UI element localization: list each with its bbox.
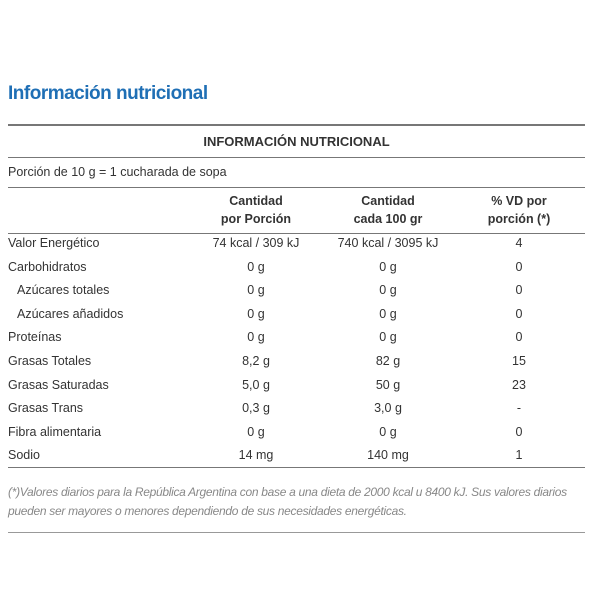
cell: 5,0 g [242, 377, 270, 392]
cell: 740 kcal / 3095 kJ [337, 236, 439, 250]
column-header: % VD por [491, 194, 547, 208]
cell: 0 g [247, 283, 265, 298]
rule [8, 532, 585, 533]
cell: 0 [515, 259, 523, 274]
row-label: Proteínas [8, 330, 62, 345]
cell: 1 [515, 448, 523, 463]
cell: 0,3 g [242, 401, 270, 416]
rule [8, 157, 585, 158]
cell: 0 [515, 424, 523, 439]
cell: 3,0 g [374, 401, 402, 416]
cell: 0 g [379, 306, 397, 321]
cell: 0 g [247, 424, 265, 439]
rule [8, 187, 585, 188]
cell: 0 g [247, 259, 265, 274]
cell: - [516, 401, 522, 416]
footnote: (*)Valores diarios para la República Arg… [8, 485, 567, 518]
row-label: Sodio [8, 448, 40, 463]
portion: Porción de 10 g = 1 cucharada de sopa [8, 165, 227, 179]
cell: 4 [515, 236, 523, 250]
rule [8, 124, 585, 126]
rule [8, 233, 585, 234]
cell: 0 g [247, 306, 265, 321]
cell: 0 g [379, 424, 397, 439]
row-label: Azúcares totales [17, 283, 110, 298]
cell: 0 g [379, 330, 397, 345]
row-label: Valor Energético [8, 236, 100, 250]
row-label: Grasas Saturadas [8, 377, 109, 392]
cell: 0 g [247, 330, 265, 345]
column-header: cada 100 gr [353, 212, 423, 226]
cell: 0 [515, 283, 523, 298]
cell: 82 g [375, 354, 401, 368]
cell: 8,2 g [242, 354, 270, 368]
row-label: Carbohidratos [8, 259, 87, 274]
cell: 0 [515, 330, 523, 345]
column-header: Cantidad [361, 194, 415, 208]
page-title: Información nutricional [8, 83, 208, 104]
row-label: Grasas Totales [8, 354, 92, 368]
cell: 50 g [375, 377, 401, 392]
cell: 0 g [379, 283, 397, 298]
row-label: Azúcares añadidos [17, 306, 124, 321]
cell: 0 [515, 306, 523, 321]
cell: 74 kcal / 309 kJ [212, 236, 300, 250]
table-title: INFORMACIÓN NUTRICIONAL [203, 134, 390, 149]
column-header: Cantidad [229, 194, 283, 208]
cell: 0 g [379, 259, 397, 274]
cell: 15 [512, 354, 526, 368]
row-label: Grasas Trans [8, 401, 84, 416]
column-header: porción (*) [487, 212, 551, 226]
cell: 14 mg [238, 448, 274, 463]
rule [8, 467, 585, 468]
column-header: por Porción [220, 212, 292, 226]
cell: 23 [512, 377, 526, 392]
row-label: Fibra alimentaria [8, 424, 102, 439]
cell: 140 mg [367, 448, 409, 463]
